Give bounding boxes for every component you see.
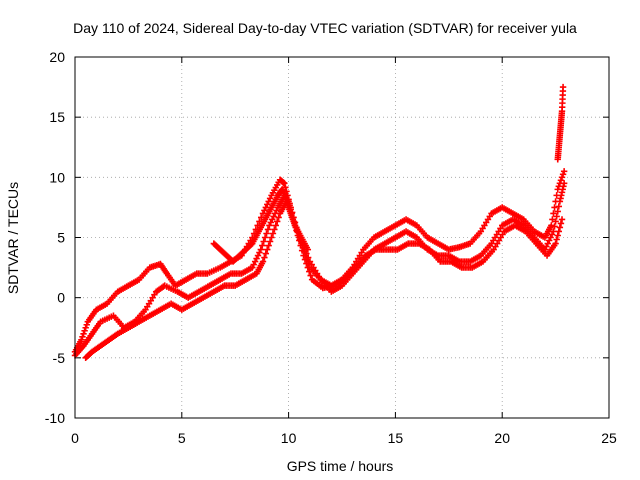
data-point bbox=[551, 223, 558, 230]
data-point bbox=[275, 214, 282, 221]
series-track-4 bbox=[210, 186, 312, 265]
data-point bbox=[274, 218, 281, 225]
data-point bbox=[262, 250, 270, 257]
data-point bbox=[83, 321, 90, 328]
data-point bbox=[303, 260, 310, 267]
y-tick-label: -10 bbox=[45, 410, 65, 426]
data-points bbox=[71, 83, 568, 362]
data-point bbox=[554, 208, 561, 215]
data-point bbox=[553, 236, 560, 243]
data-point bbox=[550, 210, 557, 217]
data-point bbox=[259, 242, 266, 249]
data-point bbox=[550, 228, 557, 235]
data-point bbox=[551, 204, 558, 211]
data-point bbox=[272, 222, 279, 229]
data-point bbox=[557, 177, 565, 184]
x-tick-label: 0 bbox=[71, 430, 79, 446]
chart-title: Day 110 of 2024, Sidereal Day-to-day VTE… bbox=[73, 20, 577, 36]
data-point bbox=[271, 226, 278, 233]
data-point bbox=[552, 218, 559, 225]
x-tick-label: 20 bbox=[494, 430, 510, 446]
y-tick-label: 10 bbox=[49, 169, 65, 185]
data-point bbox=[559, 83, 567, 91]
y-axis-label: SDTVAR / TECUs bbox=[5, 182, 21, 294]
series-track-3 bbox=[82, 198, 566, 362]
data-point bbox=[264, 246, 271, 253]
x-tick-label: 25 bbox=[601, 430, 617, 446]
data-point bbox=[268, 234, 275, 241]
data-point bbox=[263, 230, 270, 237]
data-point bbox=[80, 330, 87, 337]
data-point bbox=[560, 180, 568, 187]
y-tick-label: 0 bbox=[57, 290, 65, 306]
data-point bbox=[78, 336, 85, 343]
data-point bbox=[285, 198, 292, 205]
x-tick-label: 5 bbox=[178, 430, 186, 446]
data-point bbox=[553, 213, 560, 220]
data-point bbox=[265, 242, 272, 249]
data-point bbox=[304, 246, 312, 253]
y-tick-label: 15 bbox=[49, 109, 65, 125]
data-point bbox=[261, 254, 268, 261]
y-tick-label: -5 bbox=[53, 350, 66, 366]
data-point bbox=[286, 202, 293, 209]
data-point bbox=[555, 228, 563, 235]
grid bbox=[75, 57, 609, 418]
data-point bbox=[301, 256, 309, 263]
data-point bbox=[307, 272, 314, 279]
data-point bbox=[549, 216, 556, 223]
data-point bbox=[555, 203, 563, 210]
x-tick-label: 10 bbox=[281, 430, 297, 446]
data-point bbox=[552, 240, 559, 247]
data-point bbox=[257, 246, 265, 253]
data-point bbox=[560, 168, 568, 175]
series-track-5 bbox=[554, 83, 567, 163]
data-point bbox=[548, 222, 555, 229]
data-point bbox=[554, 232, 561, 239]
data-point bbox=[556, 224, 564, 231]
series-track-2 bbox=[71, 180, 568, 359]
data-point bbox=[281, 180, 288, 187]
data-point bbox=[304, 264, 312, 271]
data-point bbox=[260, 238, 267, 245]
data-point bbox=[558, 216, 566, 223]
data-point bbox=[261, 234, 269, 241]
data-point bbox=[558, 174, 566, 181]
axis-ticks: 0 5 10 15 20 25 -10 -5 0 5 10 15 20 bbox=[45, 49, 617, 446]
data-point bbox=[79, 333, 86, 340]
data-point bbox=[298, 247, 306, 254]
y-tick-label: 5 bbox=[57, 230, 65, 246]
y-tick-label: 20 bbox=[49, 49, 65, 65]
x-axis-label: GPS time / hours bbox=[287, 458, 394, 474]
data-point bbox=[559, 171, 567, 178]
data-point bbox=[269, 230, 277, 237]
data-point bbox=[306, 268, 313, 275]
data-point bbox=[259, 258, 267, 265]
data-point bbox=[288, 210, 296, 217]
data-point bbox=[289, 214, 297, 221]
data-point bbox=[557, 220, 565, 227]
data-point bbox=[81, 327, 88, 334]
data-point bbox=[290, 218, 298, 225]
data-point bbox=[282, 184, 289, 191]
data-point bbox=[266, 238, 274, 245]
data-point bbox=[300, 252, 307, 259]
data-point bbox=[82, 324, 89, 331]
data-point bbox=[287, 206, 294, 213]
x-tick-label: 15 bbox=[388, 430, 404, 446]
data-point bbox=[264, 226, 272, 233]
